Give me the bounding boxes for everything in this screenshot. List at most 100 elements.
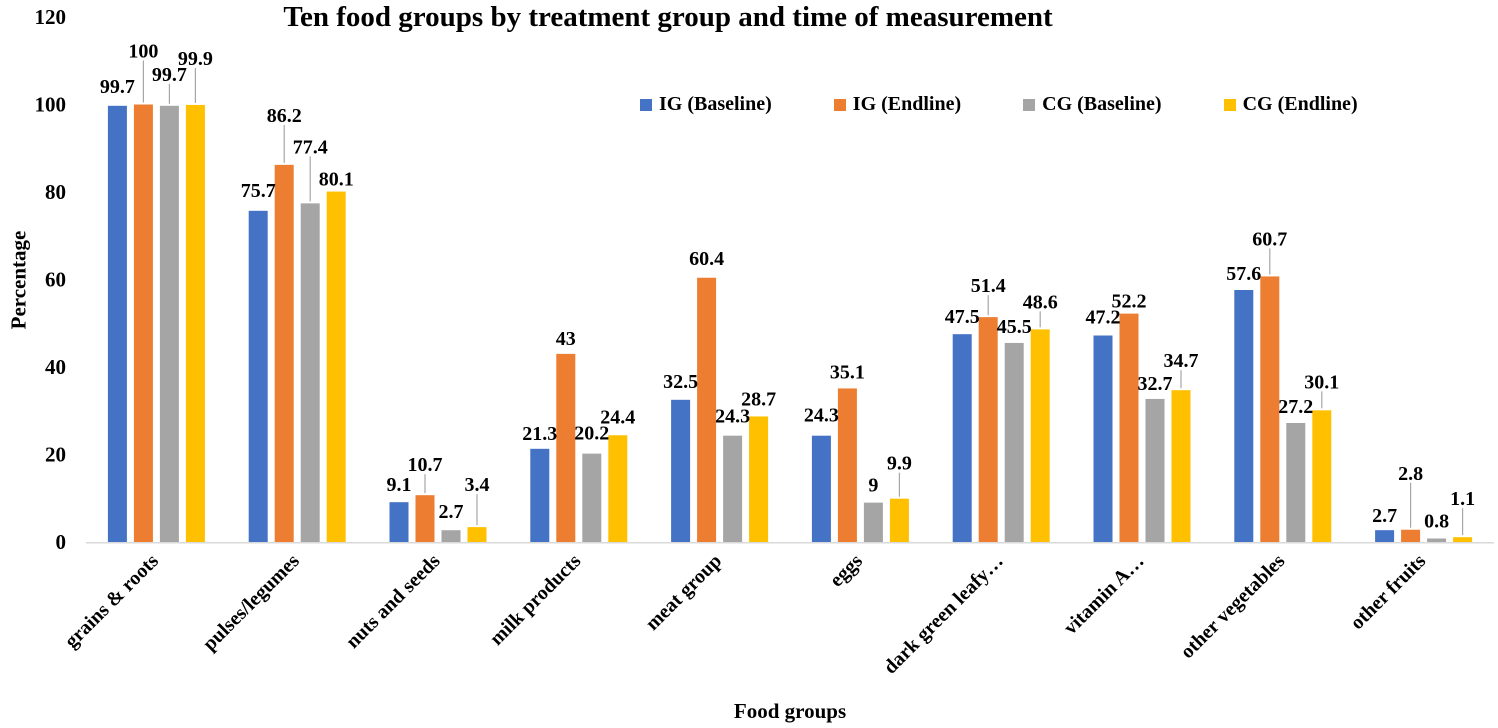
data-label: 75.7 bbox=[241, 180, 276, 202]
x-category-label: meat group bbox=[641, 550, 726, 635]
bar-cg-baseline--9 bbox=[1427, 538, 1447, 542]
bar-cg-baseline--3 bbox=[582, 453, 602, 542]
x-category-label: other vegetables bbox=[1176, 550, 1289, 663]
legend-label: CG (Endline) bbox=[1242, 93, 1358, 115]
data-label: 99.7 bbox=[100, 76, 135, 98]
x-category-label: nuts and seeds bbox=[342, 550, 445, 653]
bar-ig-endline--0 bbox=[133, 104, 153, 542]
bar-ig-baseline--1 bbox=[248, 210, 268, 542]
legend-item: IG (Endline) bbox=[833, 93, 962, 116]
data-label: 86.2 bbox=[267, 105, 302, 127]
bar-cg-endline--6 bbox=[1030, 329, 1050, 542]
data-label: 10.7 bbox=[408, 454, 443, 476]
y-tick-label: 60 bbox=[45, 268, 66, 292]
data-label: 24.3 bbox=[715, 406, 750, 428]
data-label: 51.4 bbox=[971, 275, 1006, 297]
y-tick-label: 0 bbox=[56, 530, 67, 554]
bar-cg-baseline--4 bbox=[723, 435, 743, 542]
data-label: 57.6 bbox=[1226, 263, 1261, 285]
x-axis-title: Food groups bbox=[733, 699, 847, 723]
data-label: 35.1 bbox=[830, 361, 865, 383]
bar-cg-endline--4 bbox=[749, 416, 769, 542]
data-label: 24.4 bbox=[600, 406, 635, 428]
data-label: 34.7 bbox=[1164, 350, 1199, 372]
y-tick-label: 120 bbox=[35, 5, 67, 29]
data-label: 99.9 bbox=[178, 48, 213, 70]
bar-cg-baseline--6 bbox=[1004, 342, 1024, 542]
legend-swatch-icon bbox=[1223, 98, 1236, 111]
data-label: 9 bbox=[868, 475, 878, 497]
chart-title: Ten food groups by treatment group and t… bbox=[283, 1, 1053, 33]
data-label: 21.3 bbox=[522, 423, 557, 445]
bar-cg-endline--3 bbox=[608, 435, 628, 542]
data-label: 20.2 bbox=[574, 423, 609, 445]
legend-swatch-icon bbox=[833, 98, 846, 111]
legend-swatch-icon bbox=[640, 98, 652, 111]
legend-swatch-icon bbox=[1023, 98, 1036, 111]
x-category-label: vitamin A… bbox=[1060, 550, 1149, 639]
bar-cg-endline--8 bbox=[1312, 410, 1332, 542]
legend-label: IG (Baseline) bbox=[659, 93, 772, 115]
bar-cg-endline--0 bbox=[185, 104, 205, 542]
bar-cg-baseline--1 bbox=[300, 203, 320, 542]
data-label: 45.5 bbox=[997, 316, 1032, 338]
legend: IG (Baseline) IG (Endline) CG (Baseline) CG… bbox=[640, 93, 1420, 116]
data-label: 32.7 bbox=[1138, 373, 1173, 395]
data-label: 1.1 bbox=[1450, 488, 1475, 510]
data-label: 32.5 bbox=[663, 371, 698, 393]
data-label: 60.4 bbox=[689, 248, 724, 270]
data-label: 60.7 bbox=[1252, 228, 1287, 250]
data-label: 80.1 bbox=[319, 169, 354, 191]
x-category-label: grains & roots bbox=[60, 550, 163, 653]
bar-cg-baseline--0 bbox=[159, 105, 179, 542]
data-label: 28.7 bbox=[741, 388, 776, 410]
data-label: 24.3 bbox=[804, 405, 839, 427]
bar-cg-endline--2 bbox=[467, 527, 487, 542]
bar-ig-baseline--4 bbox=[671, 399, 691, 542]
bar-cg-baseline--7 bbox=[1145, 398, 1165, 542]
bar-ig-baseline--0 bbox=[107, 105, 127, 542]
bar-cg-endline--7 bbox=[1171, 390, 1191, 542]
y-tick-label: 80 bbox=[45, 180, 66, 204]
bar-ig-baseline--3 bbox=[530, 448, 550, 542]
bar-ig-endline--6 bbox=[978, 317, 998, 542]
x-category-label: milk products bbox=[486, 550, 586, 650]
data-label: 2.8 bbox=[1398, 463, 1423, 485]
data-label: 48.6 bbox=[1023, 291, 1058, 313]
bar-ig-baseline--7 bbox=[1093, 335, 1113, 542]
bar-ig-endline--1 bbox=[274, 164, 294, 542]
data-label: 9.1 bbox=[387, 474, 412, 496]
bar-cg-endline--5 bbox=[889, 498, 909, 542]
bar-ig-endline--9 bbox=[1401, 529, 1421, 542]
bar-ig-endline--8 bbox=[1260, 276, 1280, 542]
bar-ig-endline--2 bbox=[415, 495, 435, 542]
bar-cg-baseline--2 bbox=[441, 530, 461, 542]
data-label: 99.7 bbox=[152, 64, 187, 86]
data-label: 3.4 bbox=[465, 474, 490, 496]
bar-cg-endline--9 bbox=[1453, 537, 1473, 542]
bar-ig-endline--4 bbox=[697, 277, 717, 542]
y-tick-label: 40 bbox=[45, 355, 66, 379]
bar-ig-endline--3 bbox=[556, 353, 576, 542]
legend-label: IG (Endline) bbox=[852, 93, 962, 115]
bar-ig-baseline--8 bbox=[1234, 290, 1254, 542]
legend-item: CG (Endline) bbox=[1223, 93, 1358, 116]
bar-ig-baseline--9 bbox=[1375, 530, 1395, 542]
data-label: 9.9 bbox=[887, 453, 912, 475]
x-category-label: eggs bbox=[825, 550, 867, 592]
x-category-label: dark green leafy… bbox=[879, 550, 1007, 678]
legend-label: CG (Baseline) bbox=[1042, 93, 1162, 115]
bar-ig-baseline--5 bbox=[811, 435, 831, 542]
data-label: 30.1 bbox=[1304, 371, 1339, 393]
y-tick-label: 20 bbox=[45, 443, 66, 467]
legend-item: IG (Baseline) bbox=[640, 93, 772, 116]
bar-ig-endline--7 bbox=[1119, 313, 1139, 542]
data-label: 27.2 bbox=[1278, 396, 1313, 418]
data-label: 47.2 bbox=[1086, 307, 1121, 329]
data-label: 43 bbox=[556, 328, 576, 350]
data-label: 2.7 bbox=[439, 501, 464, 523]
bar-ig-endline--5 bbox=[837, 388, 857, 542]
data-label: 52.2 bbox=[1112, 291, 1147, 313]
